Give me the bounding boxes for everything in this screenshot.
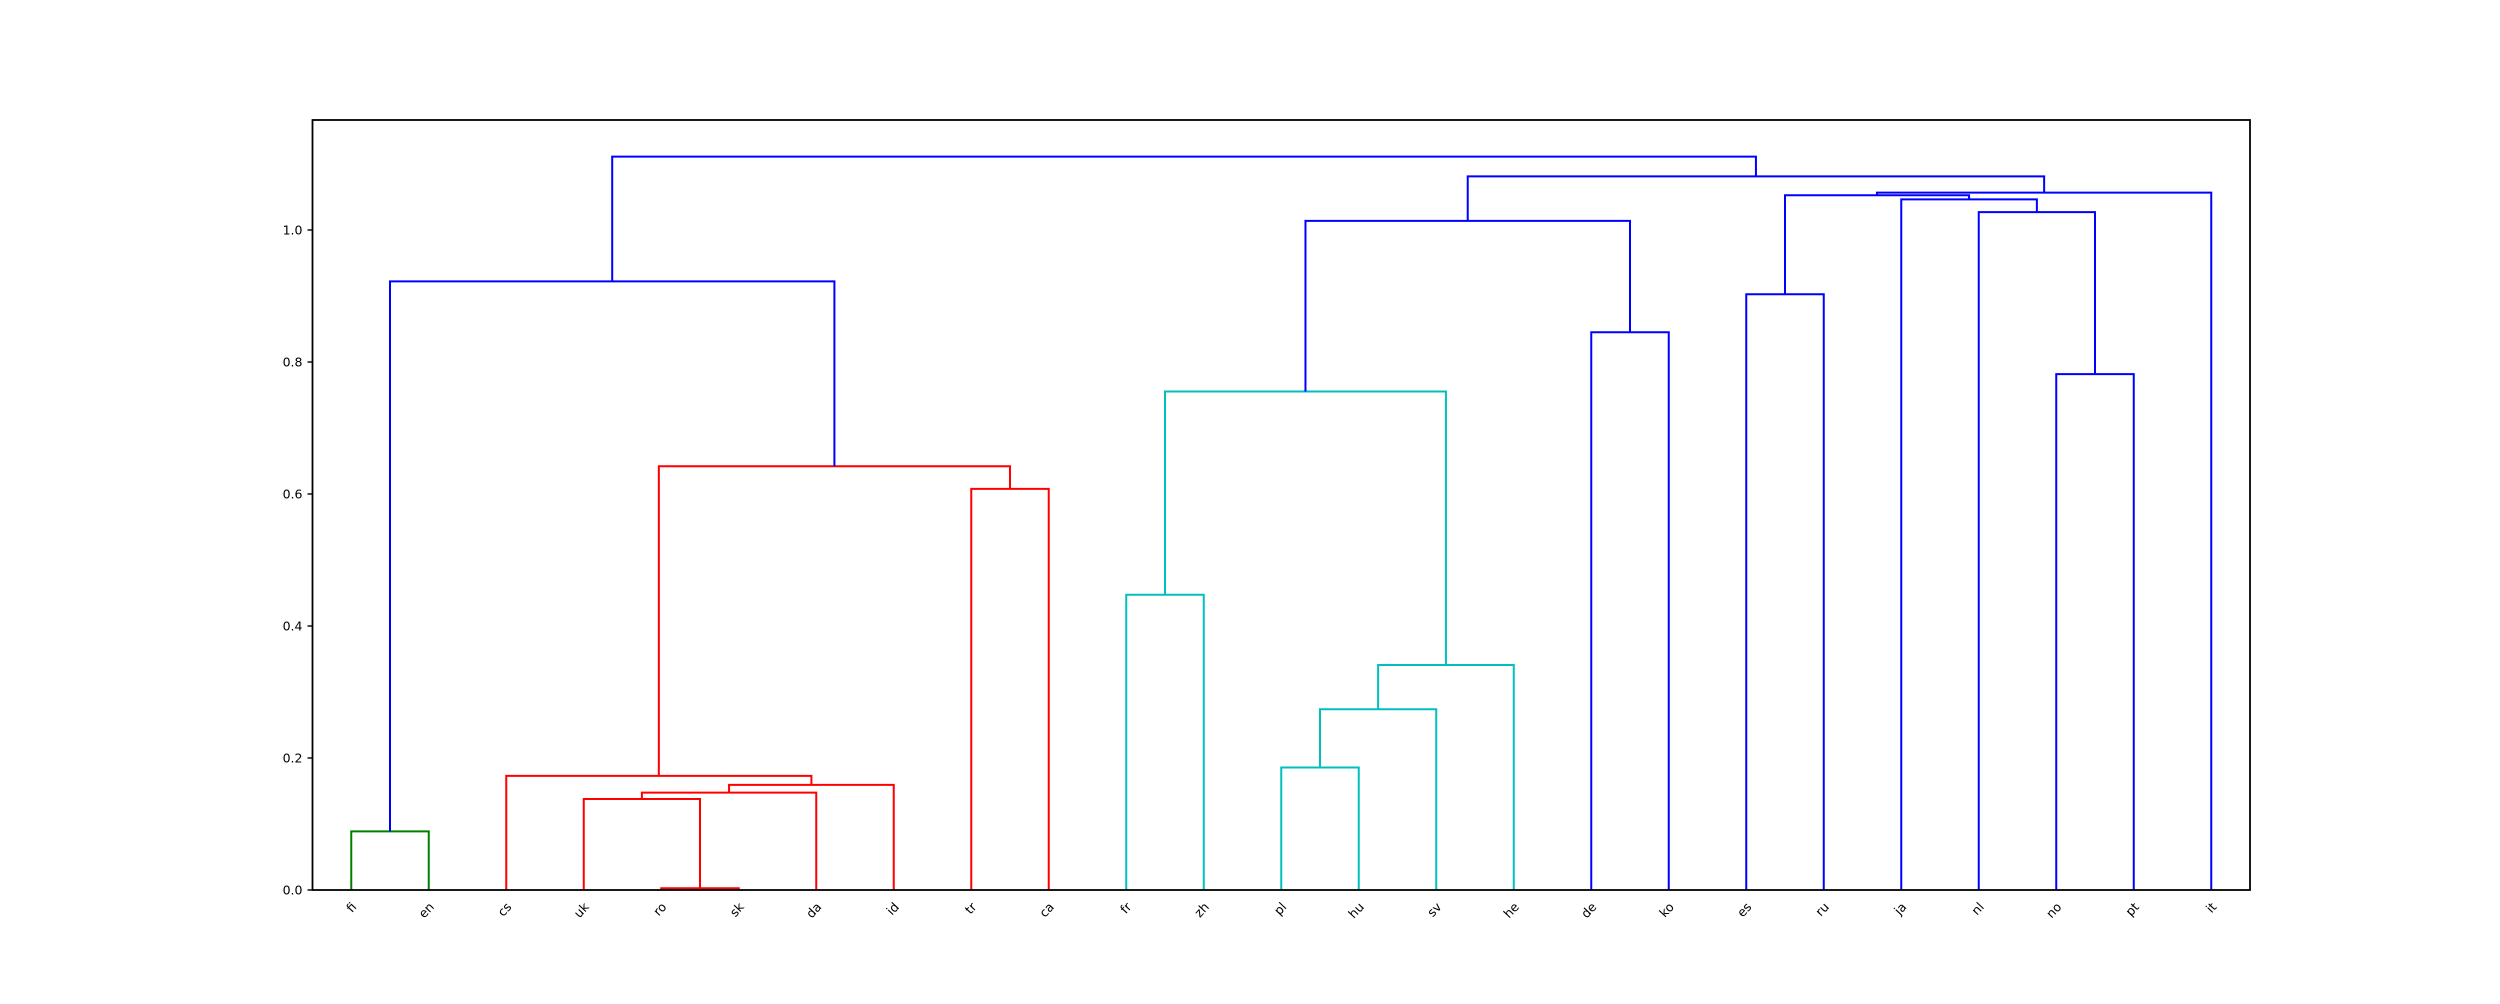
dendrogram-link-n17	[2055, 373, 2135, 890]
dendrogram-link-n19	[1900, 198, 2038, 890]
dendrogram-link-n11	[1377, 664, 1515, 890]
leaf-label-fr: fr	[1117, 899, 1135, 917]
leaf-label-da: da	[803, 899, 825, 921]
leaf-label-ko: ko	[1656, 899, 1677, 920]
dendrogram-link-n5	[728, 783, 895, 890]
leaf-label-ro: ro	[650, 899, 670, 918]
leaf-label-cs: cs	[494, 899, 514, 919]
dendrogram-link-n4	[640, 791, 818, 890]
leaf-label-id: id	[883, 899, 902, 918]
leaf-label-pl: pl	[1271, 899, 1290, 918]
leaf-label-fi: fi	[343, 899, 359, 915]
leaf-label-pt: pt	[2122, 899, 2142, 919]
dendrogram-link-n13	[1164, 390, 1447, 666]
dendrogram-link-n12	[1125, 593, 1205, 890]
leaf-label-he: he	[1500, 899, 1522, 921]
dendrogram-link-n14	[1590, 331, 1670, 890]
dendrogram-link-n15	[1304, 219, 1631, 392]
dendrogram-link-n24	[611, 155, 1757, 282]
leaf-label-no: no	[2043, 899, 2065, 921]
y-tick-label: 0.0	[283, 883, 303, 898]
dendrogram-link-n1	[350, 830, 430, 890]
leaf-label-de: de	[1578, 899, 1600, 921]
leaf-label-sk: sk	[727, 899, 748, 920]
y-tick-label: 0.4	[283, 619, 303, 634]
leaf-label-tr: tr	[962, 899, 980, 917]
leaf-label-zh: zh	[1191, 899, 1212, 920]
dendrogram-link-n16	[1745, 293, 1825, 890]
dendrogram-link-n3	[582, 797, 701, 890]
leaf-label-ru: ru	[1812, 899, 1832, 919]
y-tick-label: 0.8	[283, 355, 303, 370]
leaf-label-it: it	[2203, 899, 2220, 915]
dendrogram-links	[350, 155, 2213, 890]
dendrogram-link-n7	[970, 487, 1050, 890]
leaf-label-ja: ja	[1890, 899, 1909, 918]
dendrogram-link-n20	[1784, 194, 1971, 295]
dendrogram-link-n23	[389, 280, 836, 832]
y-axis: 0.0 0.2 0.4 0.6 0.8 1.0	[283, 223, 313, 898]
dendrogram-link-n8	[657, 465, 1011, 776]
dendrogram-link-n18	[1977, 211, 2096, 890]
y-tick-label: 0.2	[283, 751, 303, 766]
leaf-label-sv: sv	[1424, 899, 1445, 920]
leaf-label-nl: nl	[1968, 899, 1987, 918]
dendrogram-link-n10	[1319, 708, 1438, 890]
leaf-label-ca: ca	[1036, 899, 1057, 920]
y-tick-label: 0.6	[283, 487, 303, 502]
leaf-label-uk: uk	[571, 899, 593, 921]
x-axis-leaf-labels: fi en cs uk ro sk da id tr ca fr zh pl hu sv he de ko es ru…	[343, 899, 2219, 921]
leaf-label-hu: hu	[1345, 899, 1367, 921]
axes-frame	[311, 119, 2251, 891]
dendrogram-link-n21	[1876, 191, 2213, 890]
plot-frame	[311, 119, 2251, 891]
leaf-label-es: es	[1734, 899, 1755, 920]
y-tick-label: 1.0	[283, 223, 303, 238]
leaf-label-en: en	[415, 899, 437, 921]
dendrogram-link-n9	[1280, 766, 1360, 890]
